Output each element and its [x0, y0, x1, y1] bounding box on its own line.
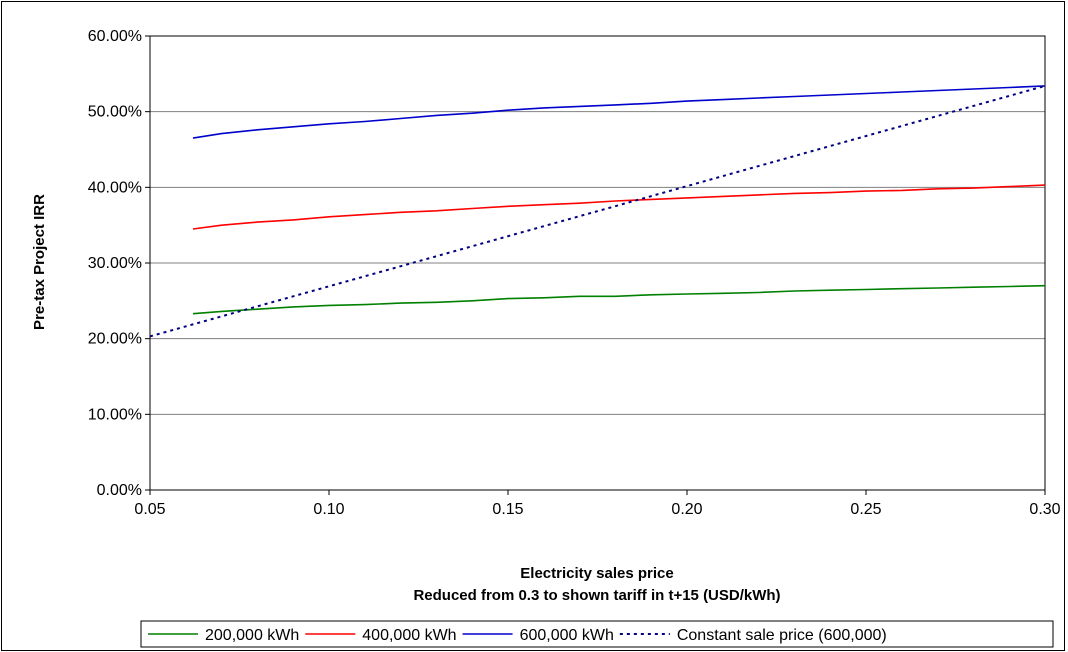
x-axis-subtitle: Reduced from 0.3 to shown tariff in t+15…	[413, 587, 780, 604]
legend-label-4: Constant sale price (600,000)	[677, 627, 887, 644]
series-layer	[149, 84, 1046, 338]
y-tick-label: 20.00%	[88, 331, 142, 348]
series-line-4	[149, 84, 1046, 338]
legend-box	[140, 620, 1054, 648]
legend-label-3: 600,000 kWh	[520, 627, 614, 644]
x-tick-label: 0.20	[671, 501, 702, 518]
y-axis-title: Pre-tax Project IRR	[31, 194, 48, 330]
y-tick-label: 50.00%	[88, 104, 142, 121]
x-tick-label: 0.05	[134, 501, 165, 518]
legend-label-1: 200,000 kWh	[205, 627, 299, 644]
x-axis-title: Electricity sales price	[520, 565, 673, 582]
x-tick-label: 0.25	[850, 501, 881, 518]
y-axis-ticks: 0.00% 10.00% 20.00% 30.00% 40.00% 50.00% 60.00…	[88, 28, 150, 499]
series-line-2	[192, 184, 1046, 230]
x-tick-label: 0.10	[313, 501, 344, 518]
y-tick-label: 0.00%	[97, 482, 142, 499]
y-tick-label: 30.00%	[88, 255, 142, 272]
x-axis-ticks: 0.05 0.10 0.15 0.20 0.25 0.30	[134, 490, 1061, 518]
x-tick-label: 0.15	[492, 501, 523, 518]
y-tick-label: 40.00%	[88, 179, 142, 196]
legend-label-2: 400,000 kWh	[362, 627, 456, 644]
y-tick-label: 10.00%	[88, 406, 142, 423]
series-line-3	[192, 85, 1046, 139]
x-tick-label: 0.30	[1029, 501, 1060, 518]
series-line-1	[192, 284, 1046, 315]
y-tick-label: 60.00%	[88, 28, 142, 45]
legend: 200,000 kWh 400,000 kWh 600,000 kWh Constan…	[140, 620, 1054, 648]
gridlines	[150, 35, 1045, 491]
